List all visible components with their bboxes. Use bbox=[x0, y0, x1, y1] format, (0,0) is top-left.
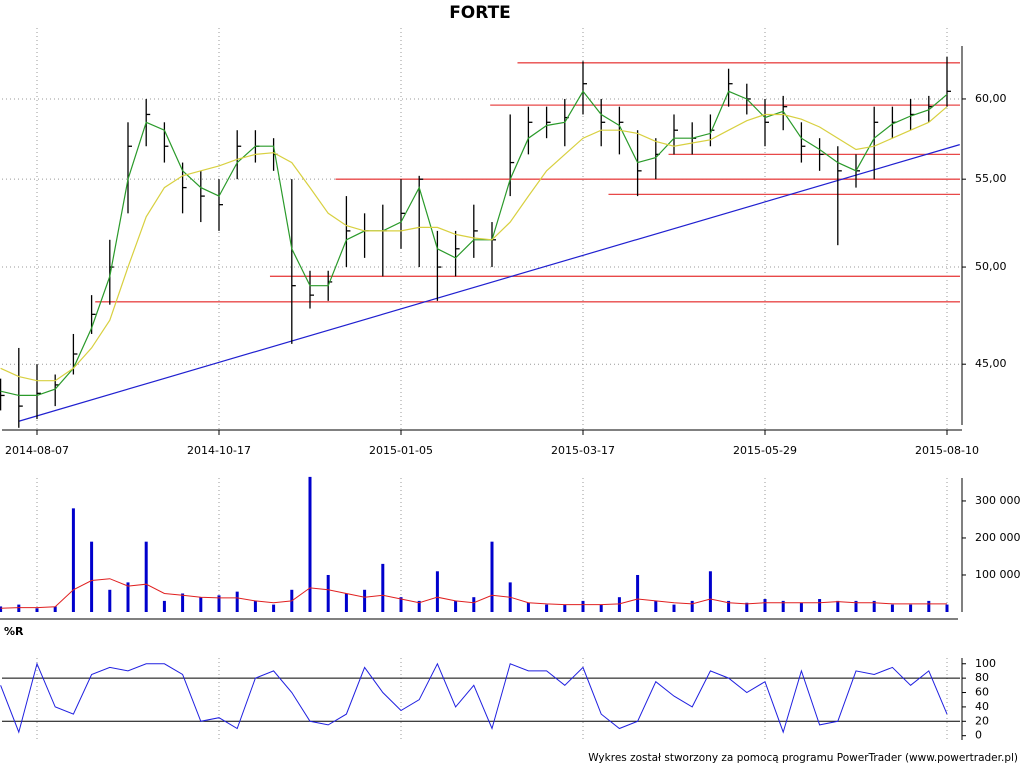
y-tick-label: 40 bbox=[975, 700, 989, 713]
footer: Wykres został stworzony za pomocą progra… bbox=[588, 752, 1018, 764]
volume-bar bbox=[162, 600, 166, 612]
volume-bar bbox=[363, 589, 367, 612]
y-tick-label: 0 bbox=[975, 729, 982, 742]
y-tick-label: 80 bbox=[975, 671, 989, 684]
volume-bar bbox=[199, 597, 203, 612]
y-tick-label: 45,00 bbox=[975, 357, 1007, 370]
volume-bar bbox=[563, 604, 567, 612]
volume-bar bbox=[636, 574, 640, 612]
y-tick-label: 100 000 bbox=[975, 568, 1021, 581]
volume-bar bbox=[181, 593, 185, 612]
volume-bar bbox=[0, 606, 3, 612]
volume-bar bbox=[344, 593, 348, 612]
y-tick-label: 20 bbox=[975, 714, 989, 727]
volume-bar bbox=[599, 604, 603, 612]
trend-line bbox=[18, 144, 960, 422]
volume-bar bbox=[144, 541, 148, 612]
volume-bar bbox=[909, 604, 913, 612]
volume-bar bbox=[326, 574, 330, 612]
x-tick-label: 2014-10-17 bbox=[187, 444, 251, 457]
volume-bar bbox=[90, 541, 94, 612]
volume-bar bbox=[381, 563, 385, 612]
chart-title: FORTE bbox=[449, 3, 511, 23]
y-tick-label: 200 000 bbox=[975, 531, 1021, 544]
x-tick-label: 2015-08-10 bbox=[915, 444, 979, 457]
volume-bar bbox=[526, 602, 530, 612]
volume-bar bbox=[417, 600, 421, 612]
volume-bar bbox=[71, 508, 75, 612]
x-tick-label: 2015-03-17 bbox=[551, 444, 615, 457]
y-tick-label: 60,00 bbox=[975, 92, 1007, 105]
volume-bar bbox=[818, 599, 822, 612]
volume-bar bbox=[472, 597, 476, 612]
volume-bar bbox=[763, 599, 767, 612]
volume-bar bbox=[781, 600, 785, 612]
x-tick-label: 2014-08-07 bbox=[5, 444, 69, 457]
x-tick-label: 2015-05-29 bbox=[733, 444, 797, 457]
volume-bar bbox=[945, 604, 949, 612]
volume-bar bbox=[727, 600, 731, 612]
y-tick-label: 50,00 bbox=[975, 260, 1007, 273]
moving-average bbox=[0, 90, 948, 396]
volume-bar bbox=[253, 600, 257, 612]
volume-bar bbox=[872, 600, 876, 612]
volume-bar bbox=[890, 604, 894, 612]
volume-bar bbox=[399, 597, 403, 612]
volume-bar bbox=[17, 604, 21, 612]
volume-bar bbox=[272, 604, 276, 612]
y-tick-label: 55,00 bbox=[975, 172, 1007, 185]
volume-bar bbox=[435, 571, 439, 612]
y-tick-label: 60 bbox=[975, 686, 989, 699]
volume-bar bbox=[581, 600, 585, 612]
volume-bar bbox=[799, 602, 803, 612]
volume-bar bbox=[35, 608, 39, 612]
volume-bar bbox=[490, 541, 494, 612]
volume-bar bbox=[836, 600, 840, 612]
volume-bar bbox=[690, 600, 694, 612]
volume-bar bbox=[745, 602, 749, 612]
volume-bar bbox=[217, 595, 221, 612]
moving-average bbox=[0, 106, 948, 382]
x-tick-label: 2015-01-05 bbox=[369, 444, 433, 457]
volume-bar bbox=[708, 571, 712, 612]
panel-title: %R bbox=[4, 625, 24, 638]
volume-bar bbox=[308, 476, 312, 612]
y-tick-label: 100 bbox=[975, 657, 996, 670]
volume-bar bbox=[854, 600, 858, 612]
volume-bar bbox=[927, 600, 931, 612]
volume-bar bbox=[617, 597, 621, 612]
volume-average bbox=[0, 578, 947, 609]
wr-line bbox=[0, 662, 948, 734]
volume-bar bbox=[126, 582, 130, 612]
volume-bar bbox=[235, 591, 239, 612]
volume-bar bbox=[672, 604, 676, 612]
volume-bar bbox=[53, 606, 57, 612]
volume-bar bbox=[545, 604, 549, 612]
volume-bar bbox=[108, 589, 112, 612]
volume-bar bbox=[654, 600, 658, 612]
volume-bar bbox=[454, 600, 458, 612]
y-tick-label: 300 000 bbox=[975, 494, 1021, 507]
